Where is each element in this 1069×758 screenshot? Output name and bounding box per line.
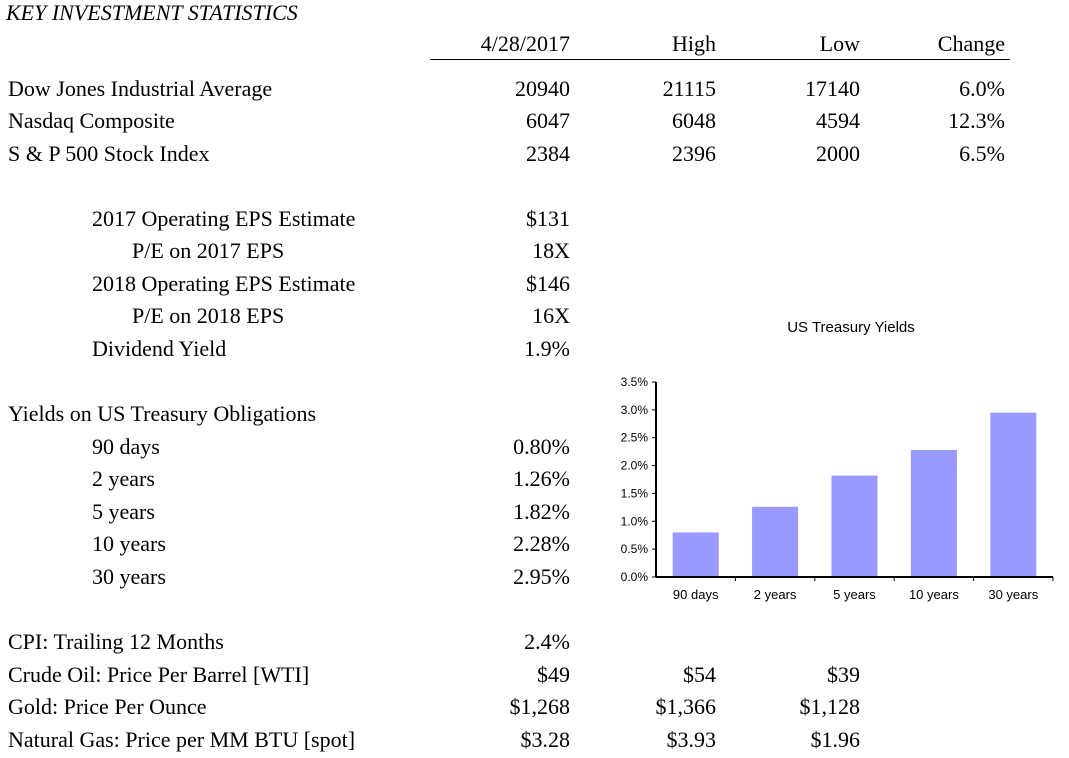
natural-gas-value: $3.28 [520, 727, 571, 752]
header-divider [430, 59, 1010, 60]
natural-gas-high: $3.93 [666, 727, 717, 752]
page-title: KEY INVESTMENT STATISTICS [6, 0, 298, 25]
natural-gas-label: Natural Gas: Price per MM BTU [spot] [8, 727, 356, 752]
treasury-value-2y: 1.26% [513, 466, 570, 491]
treasury-value-30y: 2.95% [513, 564, 570, 589]
index-value-nasdaq: 6047 [526, 108, 570, 133]
header-low: Low [819, 31, 860, 56]
eps-label-2018: 2018 Operating EPS Estimate [92, 271, 356, 296]
dividend-yield-label: Dividend Yield [92, 336, 227, 361]
x-tick-label: 10 years [909, 587, 959, 602]
treasury-label-90d: 90 days [92, 434, 160, 459]
crude-oil-low: $39 [827, 662, 860, 687]
treasury-yields-chart: US Treasury Yields 0.0% 0.5% 1.0% 1.5% 2.0% 2… [621, 319, 1054, 602]
natural-gas-low: $1.96 [810, 727, 861, 752]
cpi-value: 2.4% [524, 629, 570, 654]
header-date: 4/28/2017 [480, 31, 570, 56]
treasury-heading: Yields on US Treasury Obligations [8, 401, 317, 426]
y-tick-label: 2.5% [621, 431, 649, 445]
bar-10-years [910, 449, 957, 577]
x-tick-label: 2 years [754, 587, 797, 602]
y-tick-label: 3.0% [621, 403, 649, 417]
bar-5-years [831, 475, 878, 577]
x-tick-label: 5 years [833, 587, 876, 602]
crude-oil-label: Crude Oil: Price Per Barrel [WTI] [8, 662, 310, 687]
index-high-sp500: 2396 [672, 141, 716, 166]
treasury-value-90d: 0.80% [513, 434, 570, 459]
index-value-sp500: 2384 [526, 141, 570, 166]
index-label-sp500: S & P 500 Stock Index [8, 141, 210, 166]
index-label-nasdaq: Nasdaq Composite [8, 108, 175, 133]
bar-2-years [752, 506, 799, 577]
chart-title: US Treasury Yields [787, 319, 915, 336]
index-value-dow: 20940 [515, 76, 570, 101]
pe-value-2017: 18X [532, 238, 570, 263]
gold-value: $1,268 [509, 694, 571, 719]
treasury-label-10y: 10 years [92, 531, 166, 556]
y-tick-label: 3.5% [621, 375, 649, 389]
treasury-label-2y: 2 years [92, 466, 155, 491]
y-tick-label: 1.5% [621, 486, 649, 500]
crude-oil-value: $49 [537, 662, 570, 687]
y-tick-label: 1.0% [621, 514, 649, 528]
x-tick-label: 30 years [988, 587, 1038, 602]
index-low-dow: 17140 [805, 76, 860, 101]
index-change-nasdaq: 12.3% [948, 108, 1005, 133]
pe-label-2018: P/E on 2018 EPS [132, 303, 285, 328]
gold-low: $1,128 [799, 694, 861, 719]
index-change-dow: 6.0% [959, 76, 1005, 101]
pe-value-2018: 16X [532, 303, 570, 328]
gold-label: Gold: Price Per Ounce [8, 694, 207, 719]
bar-90-days [672, 532, 719, 577]
x-tick-label: 90 days [673, 587, 719, 602]
index-label-dow: Dow Jones Industrial Average [8, 76, 273, 101]
gold-high: $1,366 [655, 694, 717, 719]
index-high-nasdaq: 6048 [672, 108, 716, 133]
index-high-dow: 21115 [662, 76, 716, 101]
y-tick-label: 0.5% [621, 542, 649, 556]
header-high: High [672, 31, 716, 56]
treasury-label-30y: 30 years [92, 564, 166, 589]
index-low-sp500: 2000 [816, 141, 860, 166]
treasury-value-5y: 1.82% [513, 499, 570, 524]
bar-30-years [990, 412, 1037, 577]
cpi-label: CPI: Trailing 12 Months [8, 629, 224, 654]
eps-value-2017: $131 [526, 206, 570, 231]
treasury-label-5y: 5 years [92, 499, 155, 524]
index-change-sp500: 6.5% [959, 141, 1005, 166]
header-change: Change [937, 31, 1005, 56]
dividend-yield-value: 1.9% [524, 336, 570, 361]
pe-label-2017: P/E on 2017 EPS [132, 238, 285, 263]
eps-label-2017: 2017 Operating EPS Estimate [92, 206, 356, 231]
treasury-value-10y: 2.28% [513, 531, 570, 556]
index-low-nasdaq: 4594 [816, 108, 860, 133]
y-tick-label: 0.0% [621, 570, 649, 584]
crude-oil-high: $54 [683, 662, 716, 687]
eps-value-2018: $146 [526, 271, 570, 296]
y-tick-label: 2.0% [621, 459, 649, 473]
